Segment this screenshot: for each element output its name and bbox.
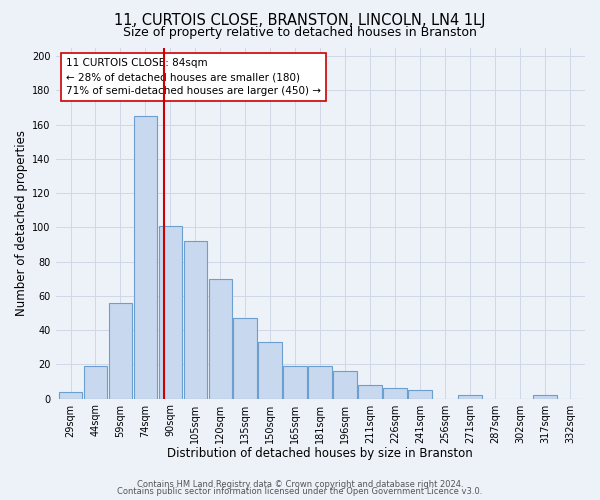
Bar: [209, 278, 232, 398]
Bar: [308, 366, 332, 398]
Bar: [458, 395, 482, 398]
Text: Contains HM Land Registry data © Crown copyright and database right 2024.: Contains HM Land Registry data © Crown c…: [137, 480, 463, 489]
Text: 11, CURTOIS CLOSE, BRANSTON, LINCOLN, LN4 1LJ: 11, CURTOIS CLOSE, BRANSTON, LINCOLN, LN…: [114, 12, 486, 28]
Bar: [233, 318, 257, 398]
Bar: [533, 395, 557, 398]
Bar: [334, 371, 357, 398]
Bar: [184, 241, 207, 398]
Bar: [109, 302, 133, 398]
Bar: [383, 388, 407, 398]
Text: Size of property relative to detached houses in Branston: Size of property relative to detached ho…: [123, 26, 477, 39]
Text: 11 CURTOIS CLOSE: 84sqm
← 28% of detached houses are smaller (180)
71% of semi-d: 11 CURTOIS CLOSE: 84sqm ← 28% of detache…: [66, 58, 321, 96]
Y-axis label: Number of detached properties: Number of detached properties: [15, 130, 28, 316]
Bar: [83, 366, 107, 398]
X-axis label: Distribution of detached houses by size in Branston: Distribution of detached houses by size …: [167, 447, 473, 460]
Bar: [59, 392, 82, 398]
Bar: [134, 116, 157, 399]
Text: Contains public sector information licensed under the Open Government Licence v3: Contains public sector information licen…: [118, 487, 482, 496]
Bar: [259, 342, 282, 398]
Bar: [409, 390, 432, 398]
Bar: [283, 366, 307, 398]
Bar: [358, 385, 382, 398]
Bar: [158, 226, 182, 398]
